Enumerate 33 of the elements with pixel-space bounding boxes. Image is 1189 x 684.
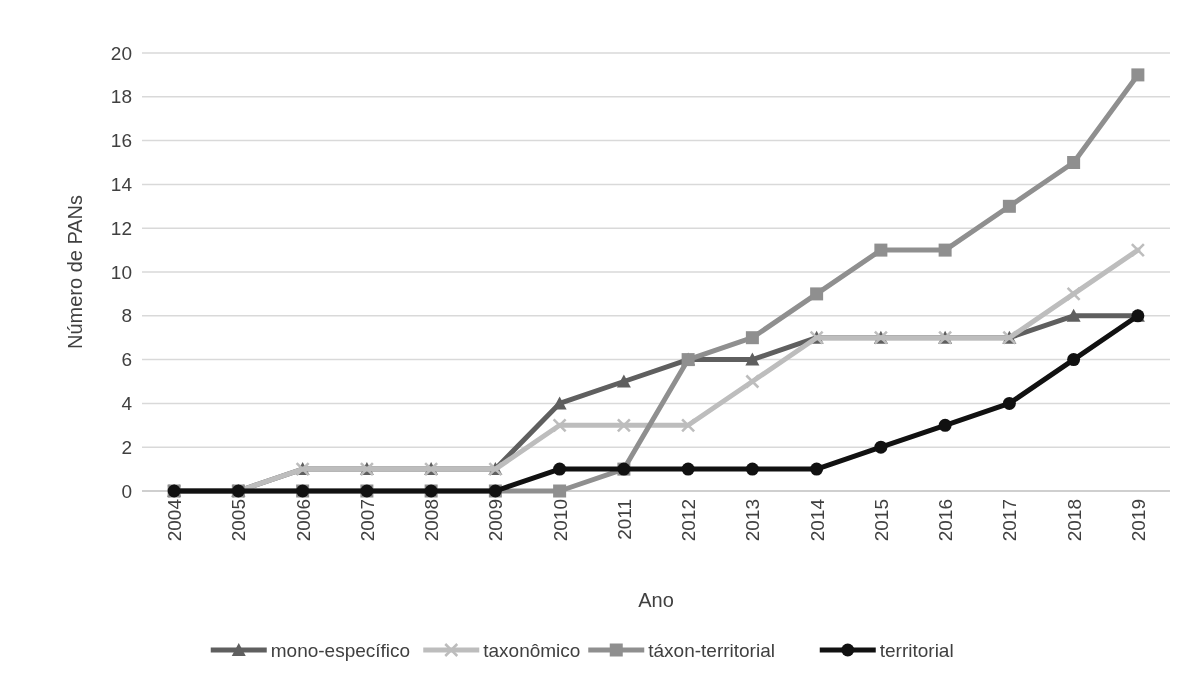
x-tick-label: 2012 xyxy=(678,499,700,542)
x-tick-label: 2016 xyxy=(935,499,957,542)
y-tick-label: 2 xyxy=(121,436,132,458)
x-tick-label: 2017 xyxy=(999,499,1021,542)
y-tick-label: 0 xyxy=(121,480,132,502)
legend-label: taxonômico xyxy=(483,639,581,661)
x-tick-label: 2013 xyxy=(742,499,764,542)
x-tick-label: 2011 xyxy=(613,499,635,540)
y-tick-label: 8 xyxy=(121,305,132,327)
x-axis-title: Ano xyxy=(638,589,674,611)
y-tick-label: 6 xyxy=(121,349,132,371)
x-tick-label: 2018 xyxy=(1063,499,1085,542)
y-tick-label: 4 xyxy=(121,393,133,415)
y-tick-label: 10 xyxy=(110,261,132,283)
y-tick-label: 18 xyxy=(110,86,132,108)
x-tick-label: 2005 xyxy=(228,499,250,542)
x-tick-label: 2015 xyxy=(870,499,892,542)
x-tick-label: 2006 xyxy=(292,499,314,542)
y-axis-title: Número de PANs xyxy=(64,194,86,350)
x-tick-label: 2004 xyxy=(164,498,186,542)
x-tick-label: 2008 xyxy=(421,499,443,542)
y-tick-label: 16 xyxy=(110,130,132,152)
legend-label: mono-específico xyxy=(270,639,411,661)
x-tick-label: 2007 xyxy=(356,499,378,542)
y-tick-label: 14 xyxy=(110,174,133,196)
x-tick-label: 2014 xyxy=(806,498,828,542)
x-tick-label: 2019 xyxy=(1127,499,1149,542)
x-tick-label: 2010 xyxy=(549,499,571,542)
x-tick-label: 2009 xyxy=(485,499,507,542)
y-tick-label: 12 xyxy=(110,217,132,239)
y-tick-label: 20 xyxy=(110,42,132,64)
legend-label: táxon-territorial xyxy=(648,639,775,661)
legend-label: territorial xyxy=(879,639,954,661)
